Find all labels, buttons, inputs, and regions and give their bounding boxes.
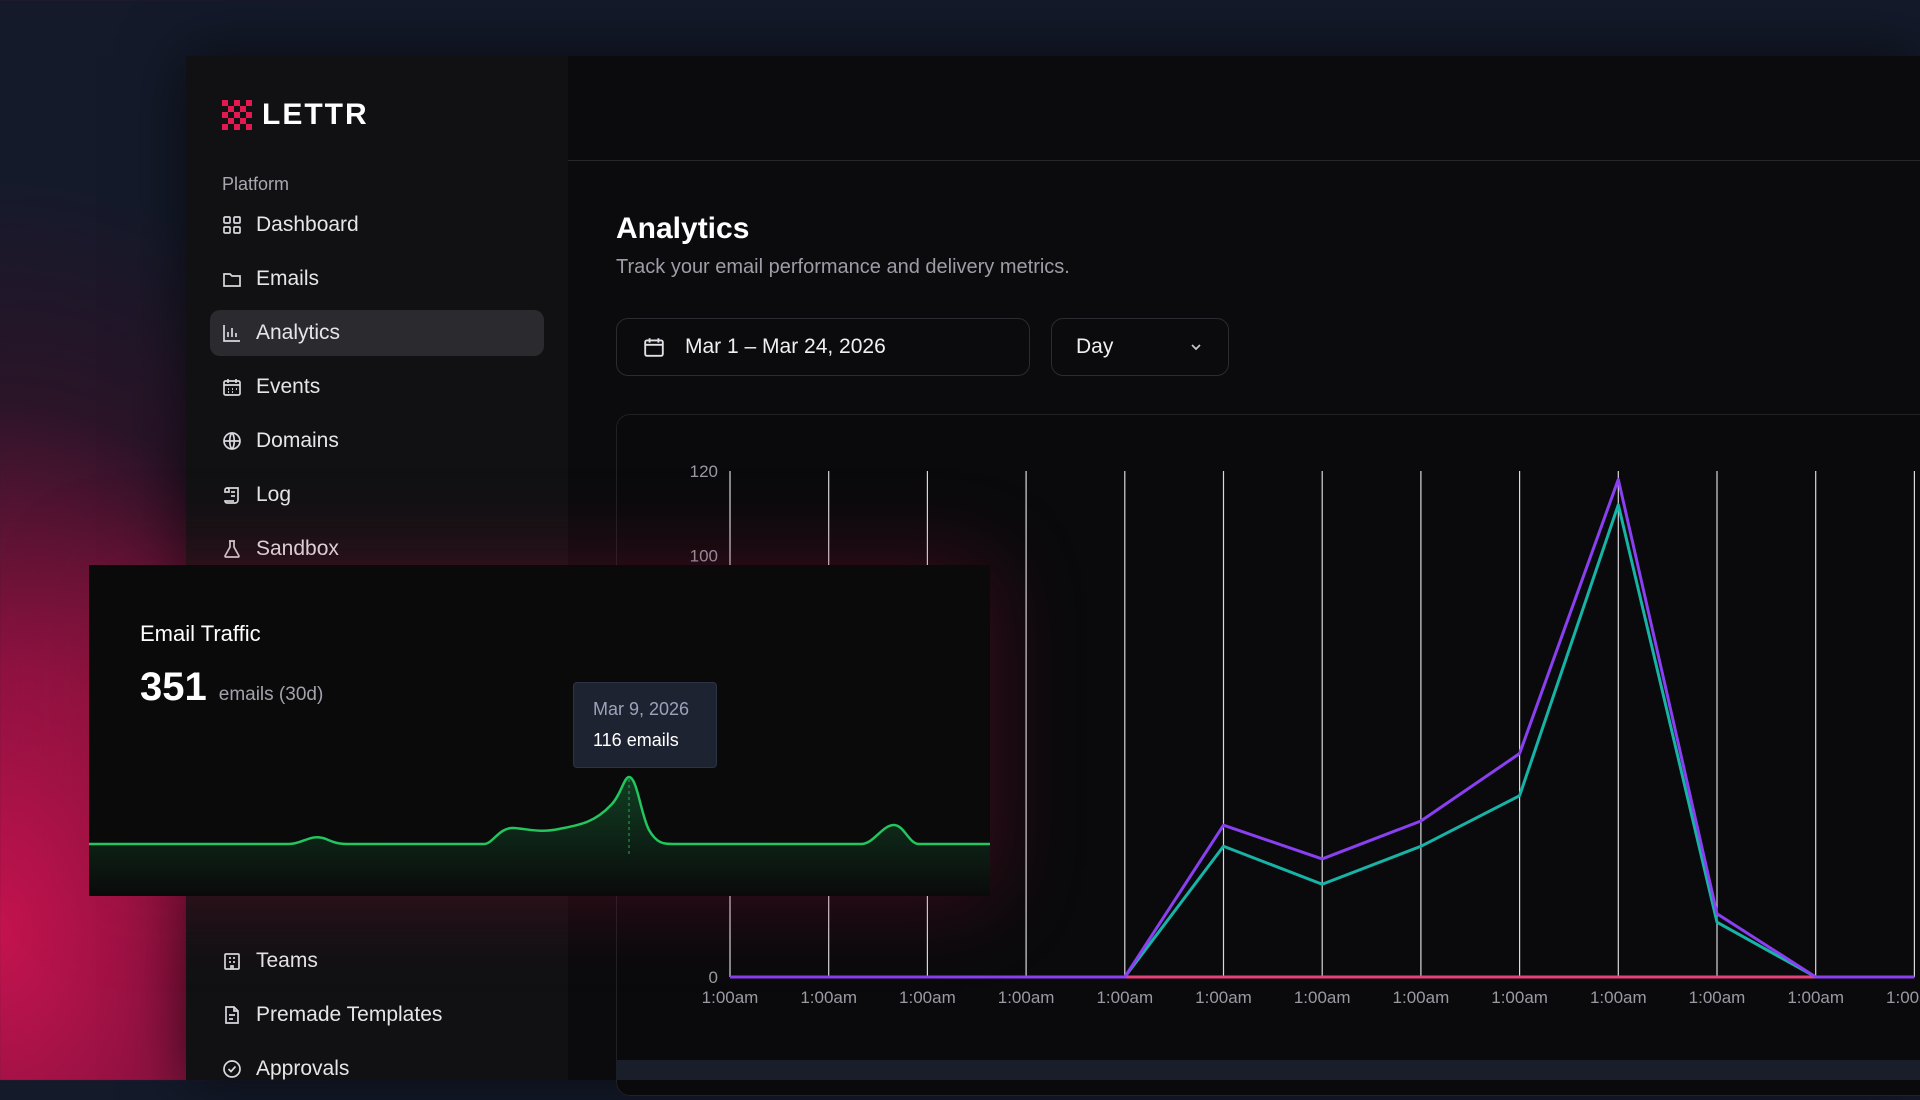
x-tick-label: 1:00am	[1590, 988, 1647, 1007]
x-tick-label: 1:00am	[998, 988, 1055, 1007]
sidebar-item-label: Teams	[256, 949, 318, 972]
page-subtitle: Track your email performance and deliver…	[616, 256, 1070, 278]
sidebar-item-dashboard[interactable]: Dashboard	[210, 202, 544, 248]
y-tick-label: 100	[690, 546, 718, 565]
globe-icon	[223, 432, 241, 450]
widget-count: 351 emails (30d)	[140, 665, 323, 710]
x-tick-label: 1:00am	[800, 988, 857, 1007]
x-tick-label: 1:00am	[1096, 988, 1153, 1007]
file-template-icon	[225, 1006, 239, 1024]
sidebar-item-domains[interactable]: Domains	[210, 418, 544, 464]
sidebar-item-label: Log	[256, 483, 292, 506]
x-tick-label: 1:00am	[1294, 988, 1351, 1007]
page-title: Analytics	[616, 212, 750, 245]
chart-footer-bar	[616, 1060, 1920, 1080]
email-count-unit: emails (30d)	[218, 684, 324, 705]
tooltip-value: 116 emails	[593, 730, 679, 750]
granularity-select[interactable]: Day	[1051, 318, 1229, 376]
logo-text: LETTR	[262, 98, 369, 131]
sidebar-item-events[interactable]: Events	[210, 364, 544, 410]
sidebar-item-log[interactable]: Log	[210, 472, 544, 518]
grid-icon	[223, 216, 241, 234]
sidebar-item-analytics[interactable]: Analytics	[210, 310, 544, 356]
calendar-icon	[223, 379, 241, 396]
sidebar-item-label: Sandbox	[256, 537, 339, 560]
calendar-icon	[644, 338, 664, 357]
sidebar-item-label: Approvals	[256, 1057, 350, 1080]
check-circle-icon	[223, 1060, 241, 1078]
y-tick-label: 120	[690, 462, 718, 481]
x-tick-label: 1:00am	[1491, 988, 1548, 1007]
folder-icon	[223, 273, 241, 287]
x-tick-label: 1:00am	[1787, 988, 1844, 1007]
sidebar-item-label: Dashboard	[256, 213, 359, 236]
date-range-label: Mar 1 – Mar 24, 2026	[685, 335, 886, 358]
x-tick-label: 1:00am	[1886, 988, 1920, 1007]
granularity-label: Day	[1076, 335, 1114, 358]
series-line	[730, 477, 1915, 979]
top-bar	[568, 56, 1920, 161]
sidebar-item-sandbox[interactable]: Sandbox	[210, 526, 544, 572]
y-tick-label: 0	[709, 968, 718, 987]
analytics-line-chart[interactable]: 1:00am 1:00am 1:00am 1:00am 1:00am 1:00am 1:00…	[617, 415, 1920, 1095]
bar-chart-icon	[223, 325, 240, 342]
sidebar-item-label: Domains	[256, 429, 339, 452]
x-tick-label: 1:00am	[1195, 988, 1252, 1007]
x-tick-label: 1:00am	[1689, 988, 1746, 1007]
building-icon	[224, 953, 240, 970]
x-tick-label: 1:00am	[1393, 988, 1450, 1007]
sidebar-item-label: Emails	[256, 267, 320, 290]
flask-icon	[224, 540, 240, 558]
sidebar-item-teams[interactable]: Teams	[210, 938, 544, 984]
x-tick-label: 1:00am	[702, 988, 759, 1007]
email-traffic-widget: Email Traffic 351 emails (30d) Mar 9, 20…	[89, 565, 990, 896]
email-count: 351	[140, 665, 207, 709]
widget-title: Email Traffic	[140, 621, 261, 646]
sparkline-line	[89, 775, 990, 846]
sidebar-nav: Dashboard Emails Analytics Events Domain…	[210, 202, 544, 580]
logo[interactable]: LETTR	[222, 98, 369, 132]
sidebar-nav-lower: Teams Premade Templates Approvals	[210, 938, 544, 1100]
chevron-down-icon	[1191, 344, 1201, 351]
section-label: Platform	[222, 174, 290, 194]
sidebar-item-label: Events	[256, 375, 321, 398]
sparkline-area	[89, 777, 990, 896]
sparkline-tooltip: Mar 9, 2026 116 emails	[573, 682, 717, 768]
sidebar-item-label: Analytics	[256, 321, 341, 344]
sidebar-item-approvals[interactable]: Approvals	[210, 1046, 544, 1092]
tooltip-date: Mar 9, 2026	[593, 699, 690, 719]
date-range-picker[interactable]: Mar 1 – Mar 24, 2026	[616, 318, 1030, 376]
lettr-logo-icon	[222, 100, 252, 130]
sidebar-item-emails[interactable]: Emails	[210, 256, 544, 302]
sidebar-item-premade-templates[interactable]: Premade Templates	[210, 992, 544, 1038]
sidebar-item-label: Premade Templates	[256, 1003, 443, 1026]
sparkline-chart[interactable]	[89, 565, 990, 896]
x-tick-label: 1:00am	[899, 988, 956, 1007]
scroll-icon	[224, 487, 239, 504]
